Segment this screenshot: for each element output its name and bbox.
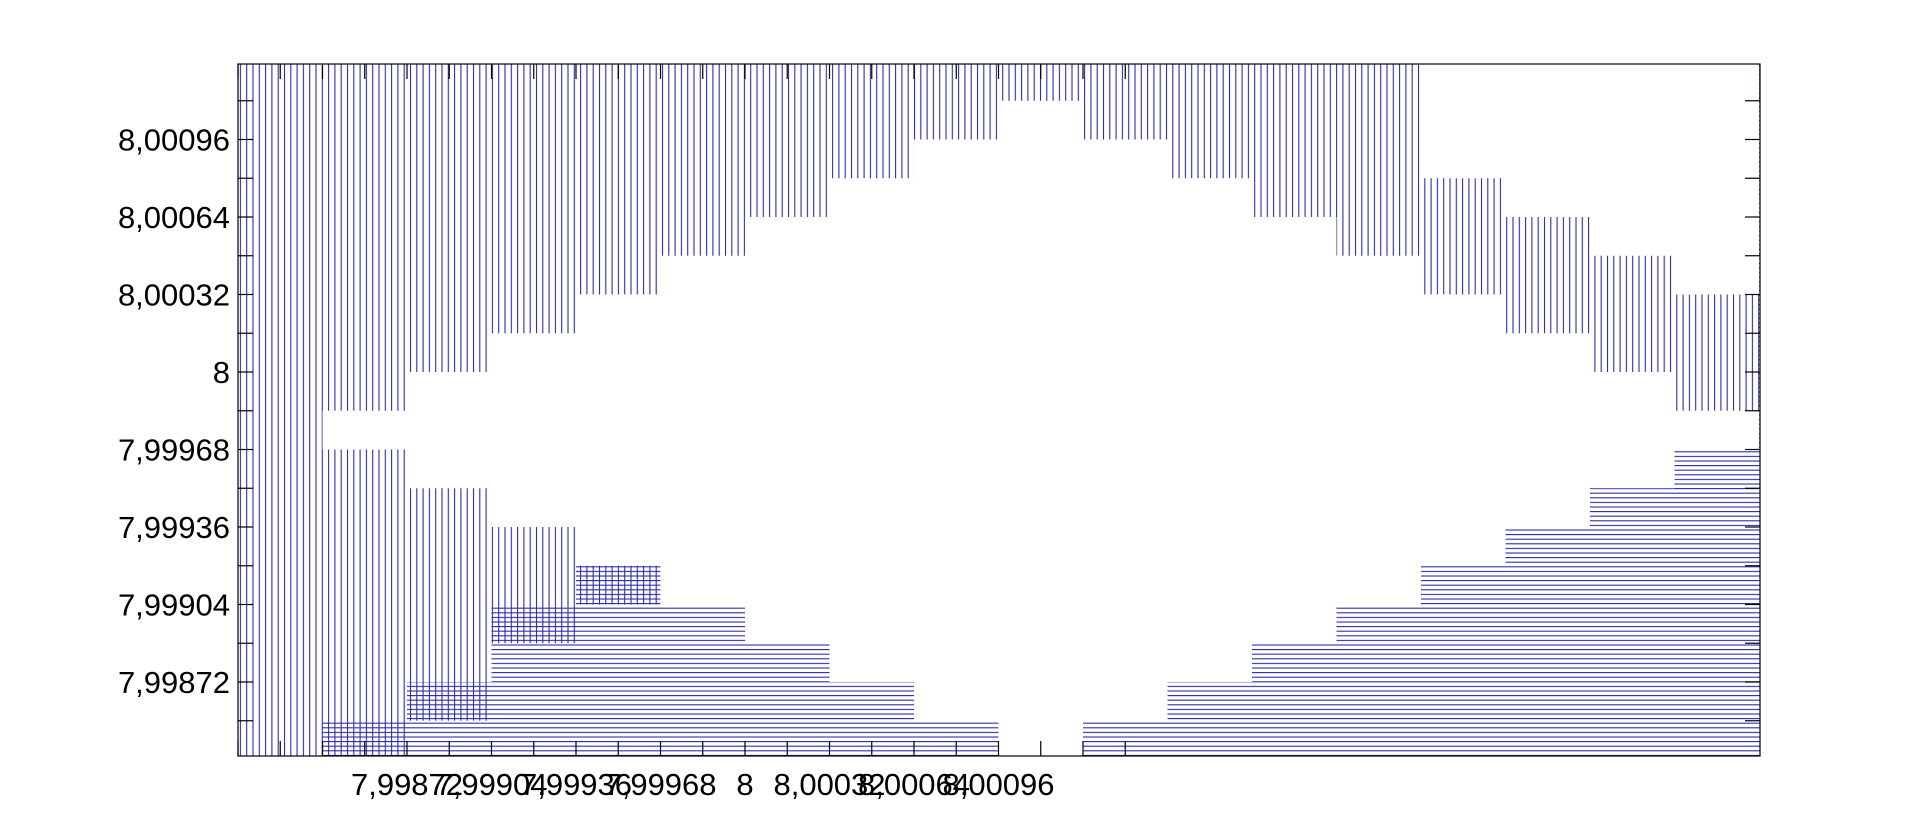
vertical-hatch-cell-10 (745, 64, 830, 217)
horizontal-hatch-cell-18 (1759, 64, 1760, 756)
horizontal-hatch-cell-19 (1844, 62, 1921, 798)
horizontal-hatch-cell-5 (660, 604, 745, 756)
vertical-hatch-cell-4 (407, 64, 492, 372)
vertical-hatch-cell-22 (1759, 64, 1760, 101)
horizontal-hatch-cell-17 (1674, 449, 1759, 756)
vertical-hatch-cell-21 (1674, 294, 1759, 411)
horizontal-hatch-cell-6 (745, 643, 830, 756)
y-tick-label: 8,00064 (118, 200, 230, 235)
x-tick-label: 8,00064 (858, 767, 970, 802)
vertical-hatch-cell-15 (1167, 64, 1252, 179)
vertical-hatch-cell-17 (1336, 64, 1421, 256)
y-tick-label: 7,99936 (118, 510, 230, 545)
horizontal-hatch-cell-0 (238, 760, 323, 799)
vertical-hatch-cell-19 (1505, 217, 1590, 334)
vertical-hatch-cell-9 (660, 64, 745, 256)
hatched-regions (238, 62, 1921, 799)
y-axis-tick-labels: 8,00096 8,00064 8,00032 8 7,99968 7,99936 7,99… (118, 123, 230, 701)
horizontal-hatch-cell-12 (1252, 643, 1337, 756)
axis-ticks (237, 64, 1760, 756)
vertical-hatch-cell-8 (576, 64, 661, 295)
y-tick-label: 7,99968 (118, 433, 230, 468)
vertical-hatch-cell-0 (238, 64, 323, 756)
vertical-hatch-cell-11 (829, 64, 914, 179)
y-tick-label: 7,99904 (118, 588, 230, 623)
vertical-hatch-cell-1 (322, 449, 407, 756)
horizontal-hatch-cell-10 (1083, 720, 1168, 756)
y-tick-label: 8,00096 (118, 123, 230, 158)
horizontal-hatch-cell-14 (1421, 565, 1506, 756)
y-tick-label: 7,99872 (118, 665, 230, 700)
horizontal-hatch-cell-13 (1336, 604, 1421, 756)
x-tick-label: 8,00096 (942, 767, 1054, 802)
vertical-hatch-cell-20 (1590, 255, 1675, 372)
x-tick-label: 8,00032 (773, 767, 885, 802)
horizontal-hatch-cell-15 (1505, 527, 1590, 756)
x-tick-label: 8 (736, 767, 753, 802)
vertical-hatch-cell-2 (322, 64, 407, 411)
horizontal-hatch-cell-4 (576, 565, 661, 756)
horizontal-hatch-cell-11 (1167, 682, 1252, 756)
x-tick-label: 7,99936 (520, 767, 632, 802)
horizontal-hatch-cell-16 (1590, 488, 1675, 756)
horizontal-hatch-cell-3 (491, 604, 576, 756)
vertical-hatch-cell-6 (491, 64, 576, 334)
x-tick-label: 7,99872 (351, 767, 463, 802)
y-tick-label: 8 (213, 355, 230, 390)
vertical-hatch-cell-16 (1252, 64, 1337, 217)
x-tick-label: 7,99968 (604, 767, 716, 802)
x-tick-label: 7,99904 (435, 767, 547, 802)
vertical-hatch-cell-18 (1421, 178, 1506, 295)
y-tick-label: 8,00032 (118, 278, 230, 313)
